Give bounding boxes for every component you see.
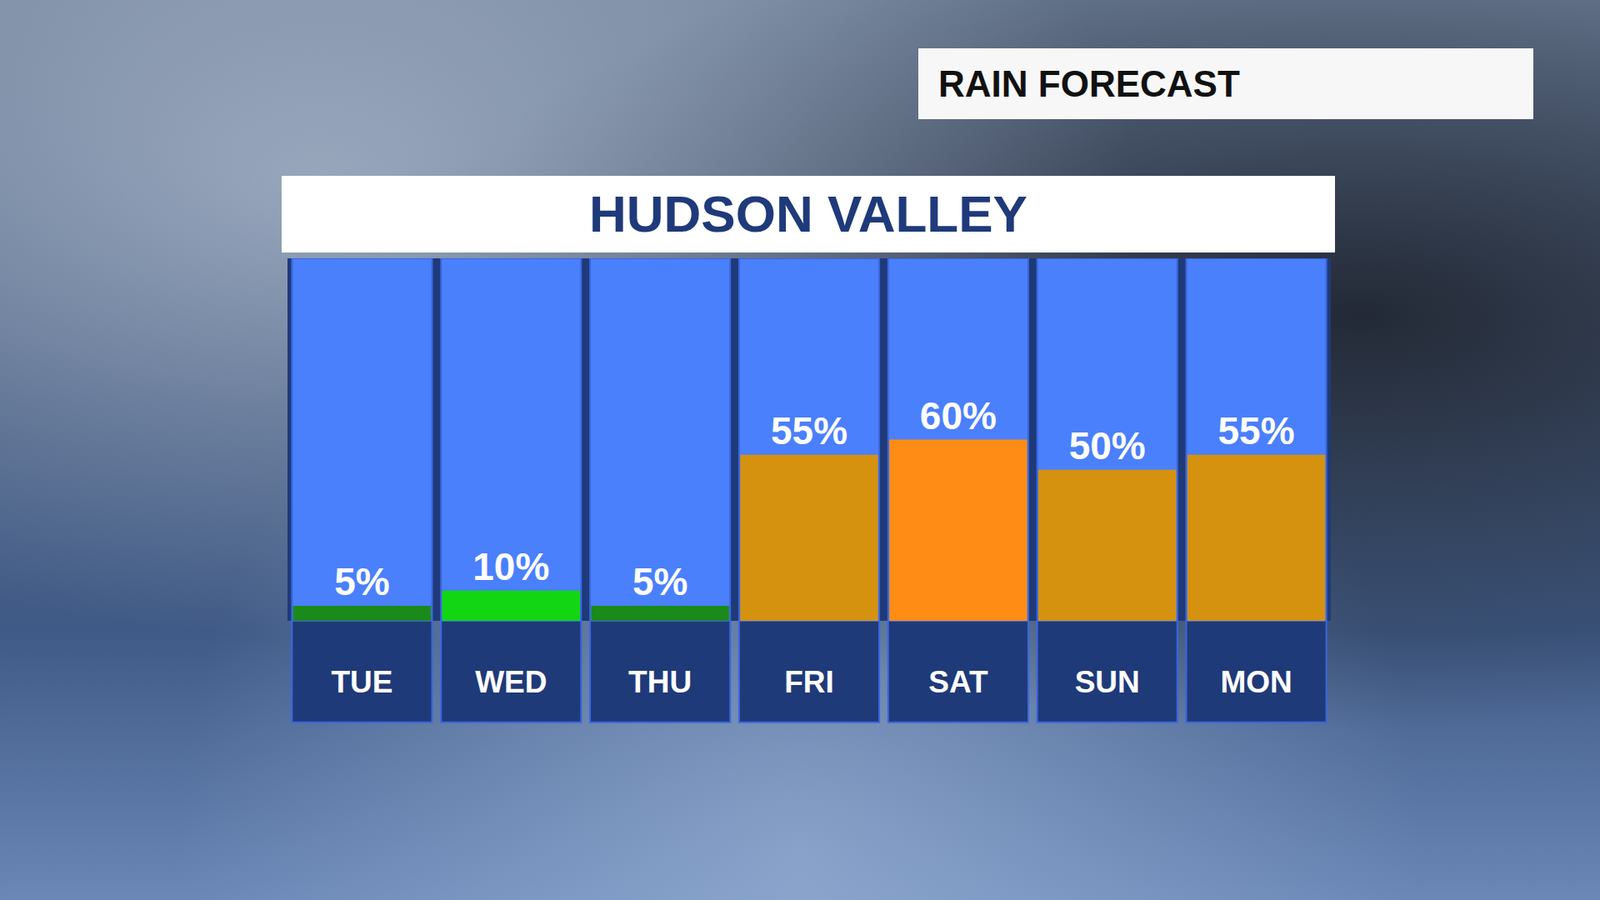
svg-text:SAT: SAT — [928, 665, 989, 700]
svg-text:TUE: TUE — [330, 665, 393, 700]
svg-text:50%: 50% — [1069, 424, 1146, 468]
svg-text:5%: 5% — [632, 560, 688, 604]
svg-text:55%: 55% — [770, 409, 848, 453]
svg-text:FRI: FRI — [784, 665, 835, 700]
svg-text:SUN: SUN — [1075, 665, 1140, 700]
svg-text:5%: 5% — [334, 560, 390, 604]
svg-text:THU: THU — [628, 665, 692, 700]
svg-text:10%: 10% — [472, 545, 550, 589]
svg-text:WED: WED — [475, 665, 547, 700]
svg-text:55%: 55% — [1218, 409, 1295, 453]
svg-text:MON: MON — [1220, 665, 1292, 700]
svg-text:60%: 60% — [920, 394, 997, 438]
html-text:RAIN FORECAST: RAIN FORECAST — [938, 63, 1240, 105]
html-text:HUDSON VALLEY: HUDSON VALLEY — [589, 185, 1028, 243]
